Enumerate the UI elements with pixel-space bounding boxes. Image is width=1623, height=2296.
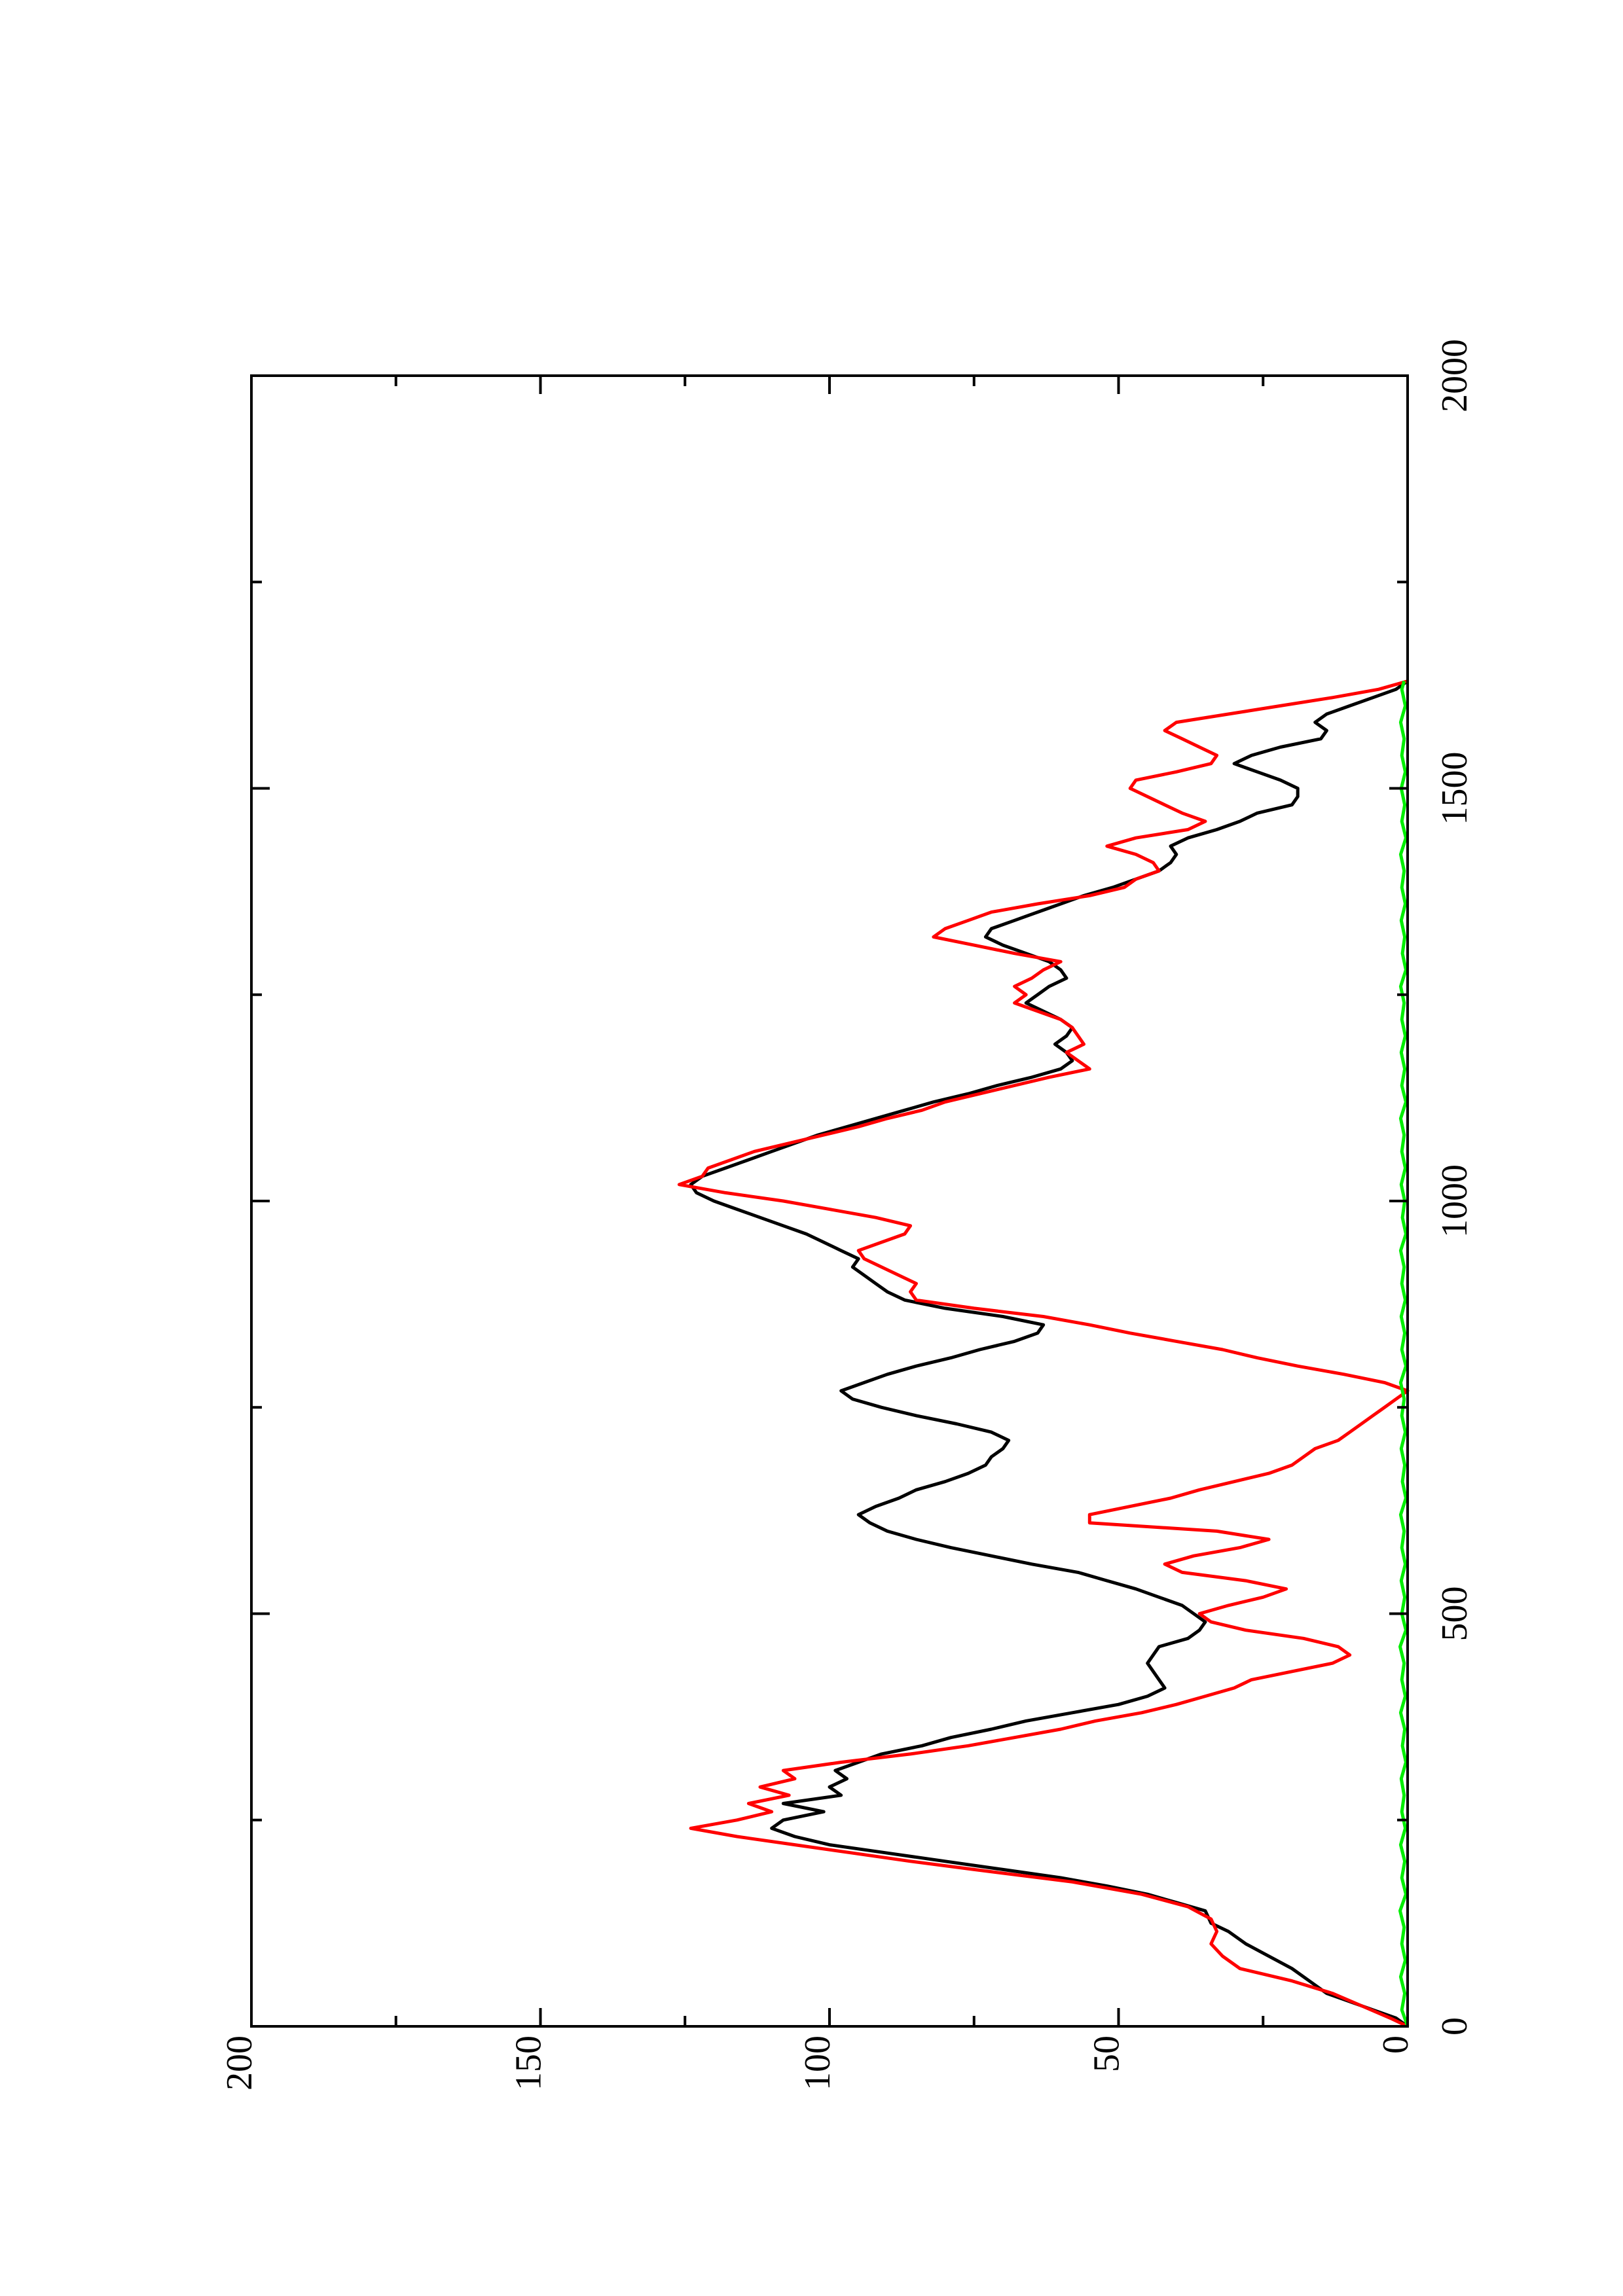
y-tick-label: 150 <box>509 2036 549 2090</box>
y-tick-label: 0 <box>1376 2036 1416 2054</box>
x-tick-label: 0 <box>1434 2017 1475 2036</box>
y-tick-labels: 0 50 100 150 200 <box>219 2036 1416 2090</box>
series-line-2 <box>677 679 1410 2028</box>
y-tick-label: 50 <box>1087 2036 1127 2072</box>
x-tick-label: 2000 <box>1434 339 1475 412</box>
y-tick-label: 200 <box>219 2036 260 2090</box>
series-line-3 <box>1398 680 1410 2027</box>
y-tick-label: 100 <box>797 2036 838 2090</box>
x-tick-label: 1000 <box>1434 1164 1475 1238</box>
tick-layer <box>250 374 1409 2028</box>
x-tick-label: 500 <box>1434 1587 1475 1641</box>
x-tick-label: 1500 <box>1434 752 1475 825</box>
series-layer <box>677 679 1410 2028</box>
series-line-1 <box>689 679 1409 2028</box>
x-tick-labels: 0 500 1000 1500 2000 <box>1434 339 1475 2036</box>
plot-frame <box>250 374 1409 2028</box>
